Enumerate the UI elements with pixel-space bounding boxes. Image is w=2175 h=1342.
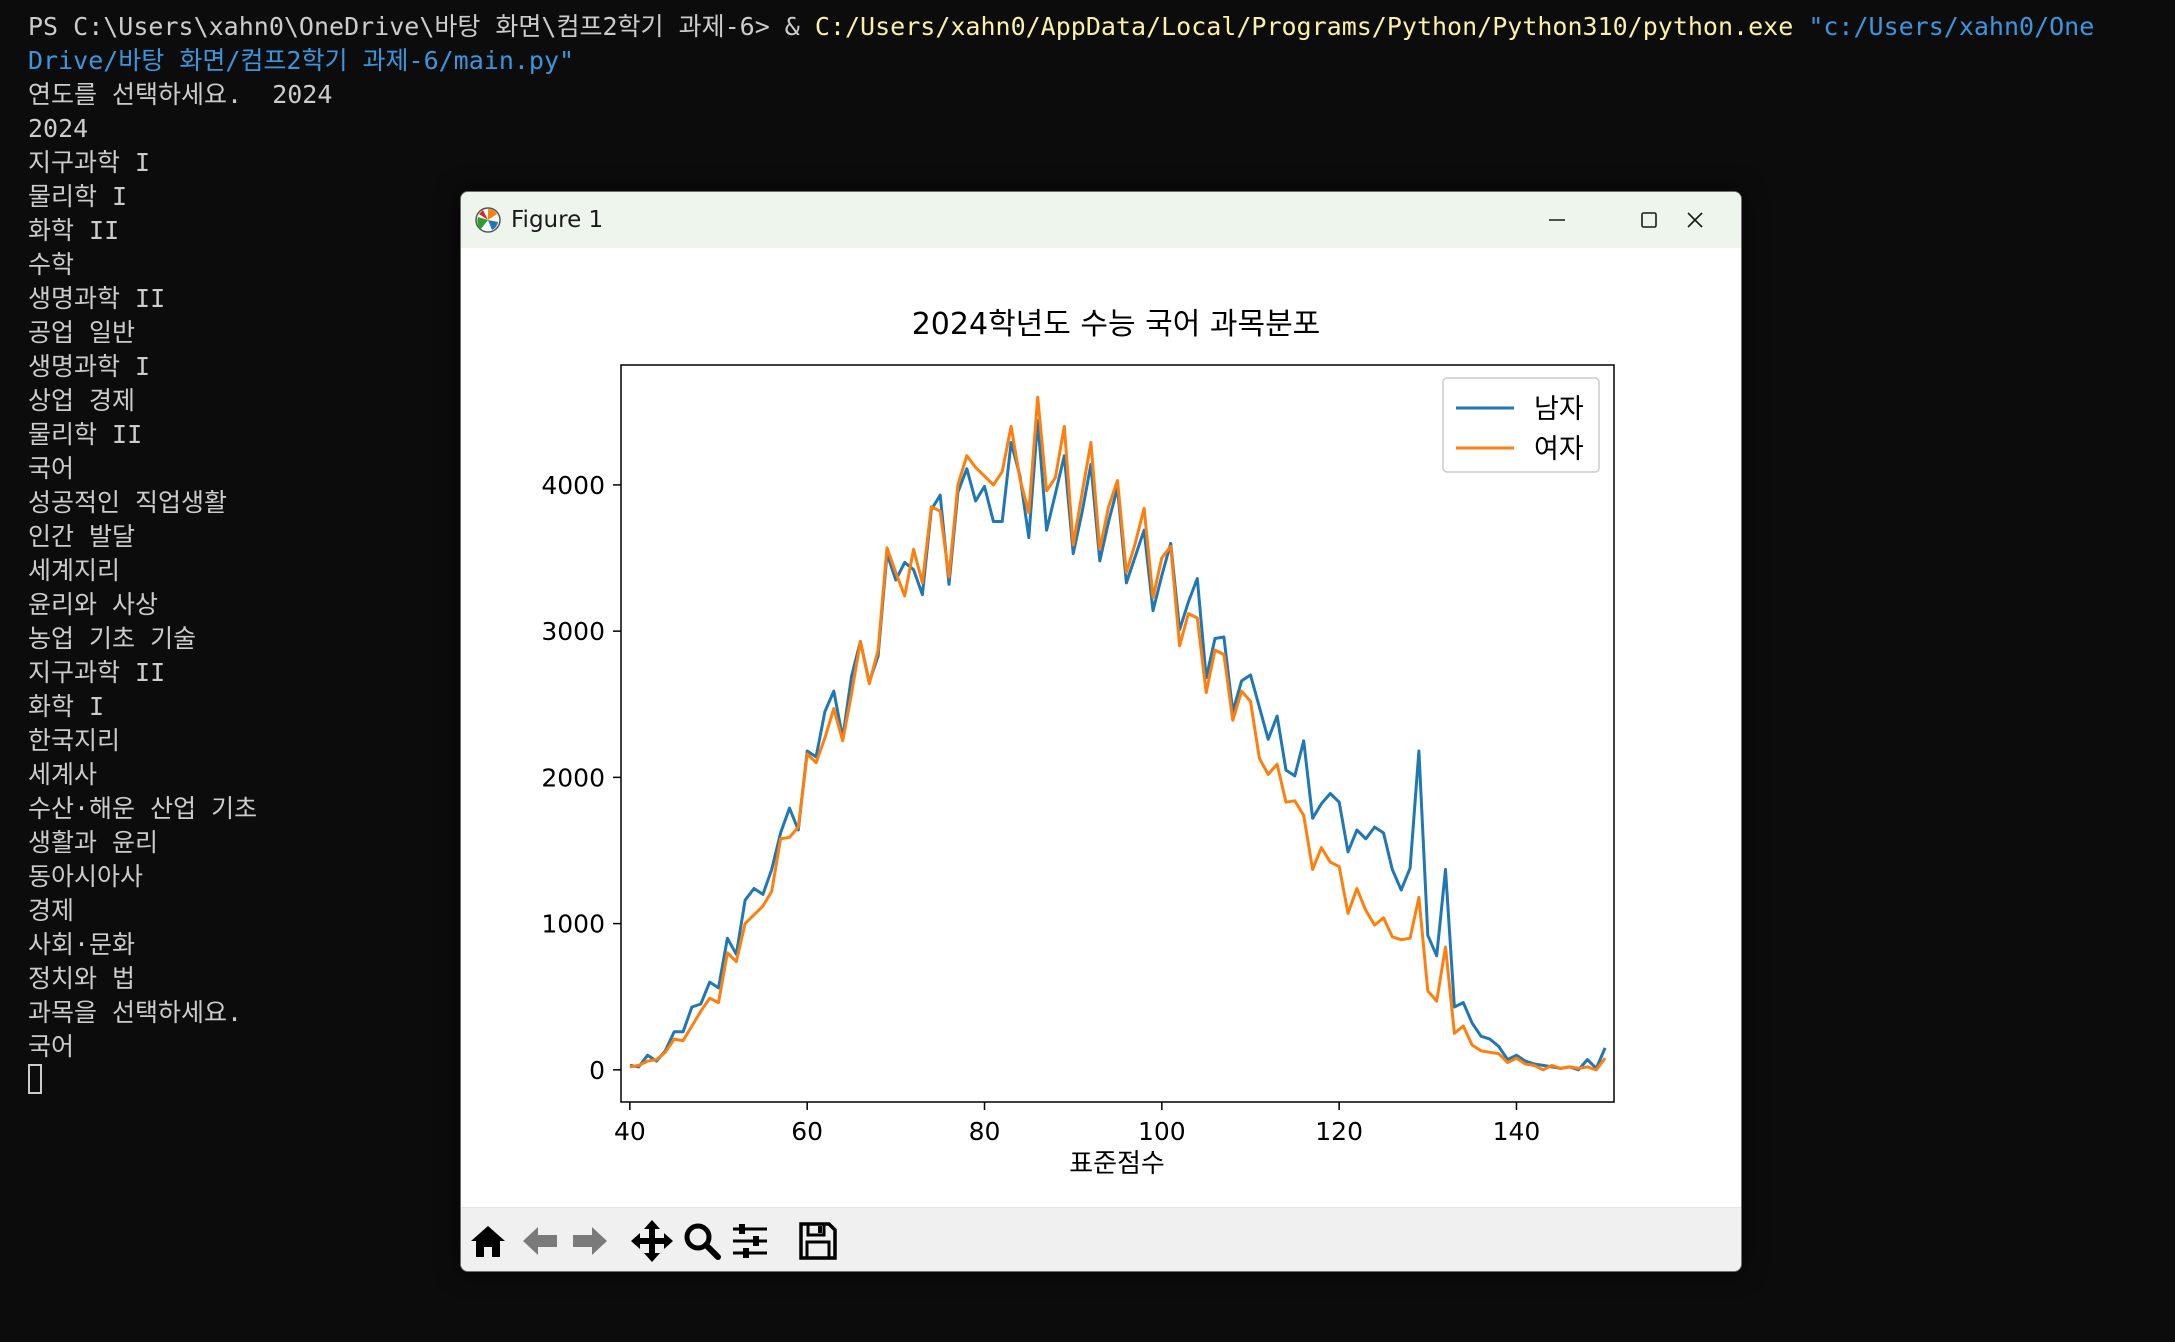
maximize-button[interactable] <box>1603 192 1695 248</box>
terminal-output-line: 생명과학 II <box>28 284 166 313</box>
terminal-output-line: 윤리와 사상 <box>28 590 159 619</box>
script-path-part-2: Drive/바탕 화면/컴프2학기 과제-6/main.py" <box>28 46 575 75</box>
script-path-part-1: "c:/Users/xahn0/One <box>1808 12 2095 41</box>
terminal-output-line: 경제 <box>28 896 75 925</box>
matplotlib-figure-window[interactable]: Figure 1 2024학년도 수능 국어 과목분포 40 60 80 100 120… <box>460 191 1742 1272</box>
terminal-output-line: 국어 <box>28 454 75 483</box>
chart-legend: 남자 여자 <box>1442 377 1600 473</box>
terminal-output-line: 과목을 선택하세요. <box>28 998 243 1027</box>
terminal-output-line: 지구과학 II <box>28 658 166 687</box>
terminal-output-line: 생활과 윤리 <box>28 828 159 857</box>
x-tick-label: 40 <box>614 1117 646 1146</box>
terminal-output-line: 정치와 법 <box>28 964 136 993</box>
forward-button[interactable] <box>567 1218 613 1264</box>
pan-button[interactable] <box>629 1218 675 1264</box>
navigation-toolbar <box>461 1207 1741 1271</box>
x-tick-label: 60 <box>791 1117 823 1146</box>
back-arrow-icon <box>523 1227 557 1255</box>
window-titlebar[interactable]: Figure 1 <box>461 192 1741 248</box>
maximize-icon <box>1641 212 1657 228</box>
python-executable-path: C:/Users/xahn0/AppData/Local/Programs/Py… <box>814 12 1794 41</box>
matplotlib-logo-icon <box>475 207 501 233</box>
x-tick-label: 120 <box>1315 1117 1363 1146</box>
terminal-output-line: 농업 기초 기술 <box>28 624 197 653</box>
terminal-output-line: 인간 발달 <box>28 522 136 551</box>
save-icon <box>799 1222 837 1260</box>
plot-canvas[interactable]: 2024학년도 수능 국어 과목분포 40 60 80 100 120 140 0 1000 2… <box>461 248 1741 1198</box>
forward-arrow-icon <box>573 1227 607 1255</box>
text-cursor <box>28 1064 42 1094</box>
terminal-output-line: 한국지리 <box>28 726 121 755</box>
y-tick-label: 3000 <box>541 617 605 646</box>
terminal-output-line: 2024 <box>28 114 89 143</box>
zoom-icon <box>684 1223 721 1260</box>
zoom-button[interactable] <box>679 1218 725 1264</box>
terminal-output-line: 물리학 II <box>28 420 143 449</box>
save-button[interactable] <box>795 1218 841 1264</box>
pan-icon <box>631 1220 673 1262</box>
series-line-male <box>629 419 1607 1072</box>
terminal-output-line: 동아시아사 <box>28 862 144 891</box>
line-chart: 2024학년도 수능 국어 과목분포 40 60 80 100 120 140 0 1000 2… <box>541 307 1615 1179</box>
back-button[interactable] <box>517 1218 563 1264</box>
legend-label-female: 여자 <box>1534 434 1584 465</box>
axes-frame <box>620 364 1615 1103</box>
terminal-prompt: PS C:\Users\xahn0\OneDrive\바탕 화면\컴프2학기 과… <box>28 12 785 41</box>
terminal-output-line: 상업 경제 <box>28 386 136 415</box>
terminal-output-line: 지구과학 I <box>28 148 151 177</box>
series-line-female <box>629 395 1607 1072</box>
command-operator: & <box>784 12 815 41</box>
terminal-output-line: 세계사 <box>28 760 98 789</box>
y-tick-label: 0 <box>589 1056 605 1085</box>
command-line-2: Drive/바탕 화면/컴프2학기 과제-6/main.py" <box>28 44 574 78</box>
x-axis-label: 표준점수 <box>1069 1149 1165 1179</box>
terminal-output-line: 생명과학 I <box>28 352 151 381</box>
terminal-output-line: 연도를 선택하세요. 2024 <box>28 80 333 109</box>
command-line-1: PS C:\Users\xahn0\OneDrive\바탕 화면\컴프2학기 과… <box>28 10 2094 44</box>
terminal-output-line: 공업 일반 <box>28 318 136 347</box>
chart-title: 2024학년도 수능 국어 과목분포 <box>912 307 1321 342</box>
terminal-output-line: 물리학 I <box>28 182 128 211</box>
legend-label-male: 남자 <box>1534 394 1584 425</box>
terminal-output-line: 사회·문화 <box>28 930 136 959</box>
terminal-output-line: 국어 <box>28 1032 75 1061</box>
terminal-output-line: 성공적인 직업생활 <box>28 488 228 517</box>
series-lines <box>629 395 1607 1072</box>
x-tick-label: 100 <box>1138 1117 1186 1146</box>
close-icon <box>1687 212 1703 228</box>
window-title: Figure 1 <box>511 207 604 233</box>
x-tick-label: 140 <box>1493 1117 1541 1146</box>
terminal-output-line: 화학 I <box>28 692 105 721</box>
close-button[interactable] <box>1649 192 1741 248</box>
home-icon <box>471 1226 505 1257</box>
terminal-output-line: 세계지리 <box>28 556 121 585</box>
minimize-icon <box>1549 219 1565 221</box>
home-button[interactable] <box>465 1218 511 1264</box>
terminal-output-line: 수학 <box>28 250 75 279</box>
axis-ticks: 40 60 80 100 120 140 0 1000 2000 3000 4000 <box>541 471 1540 1146</box>
configure-subplots-button[interactable] <box>727 1218 773 1264</box>
x-tick-label: 80 <box>969 1117 1001 1146</box>
y-tick-label: 2000 <box>541 763 605 792</box>
configure-subplots-icon <box>733 1224 767 1258</box>
terminal-output-line: 수산·해운 산업 기초 <box>28 794 258 823</box>
y-tick-label: 4000 <box>541 471 605 500</box>
minimize-button[interactable] <box>1511 192 1603 248</box>
terminal-output-line: 화학 II <box>28 216 120 245</box>
y-tick-label: 1000 <box>541 910 605 939</box>
